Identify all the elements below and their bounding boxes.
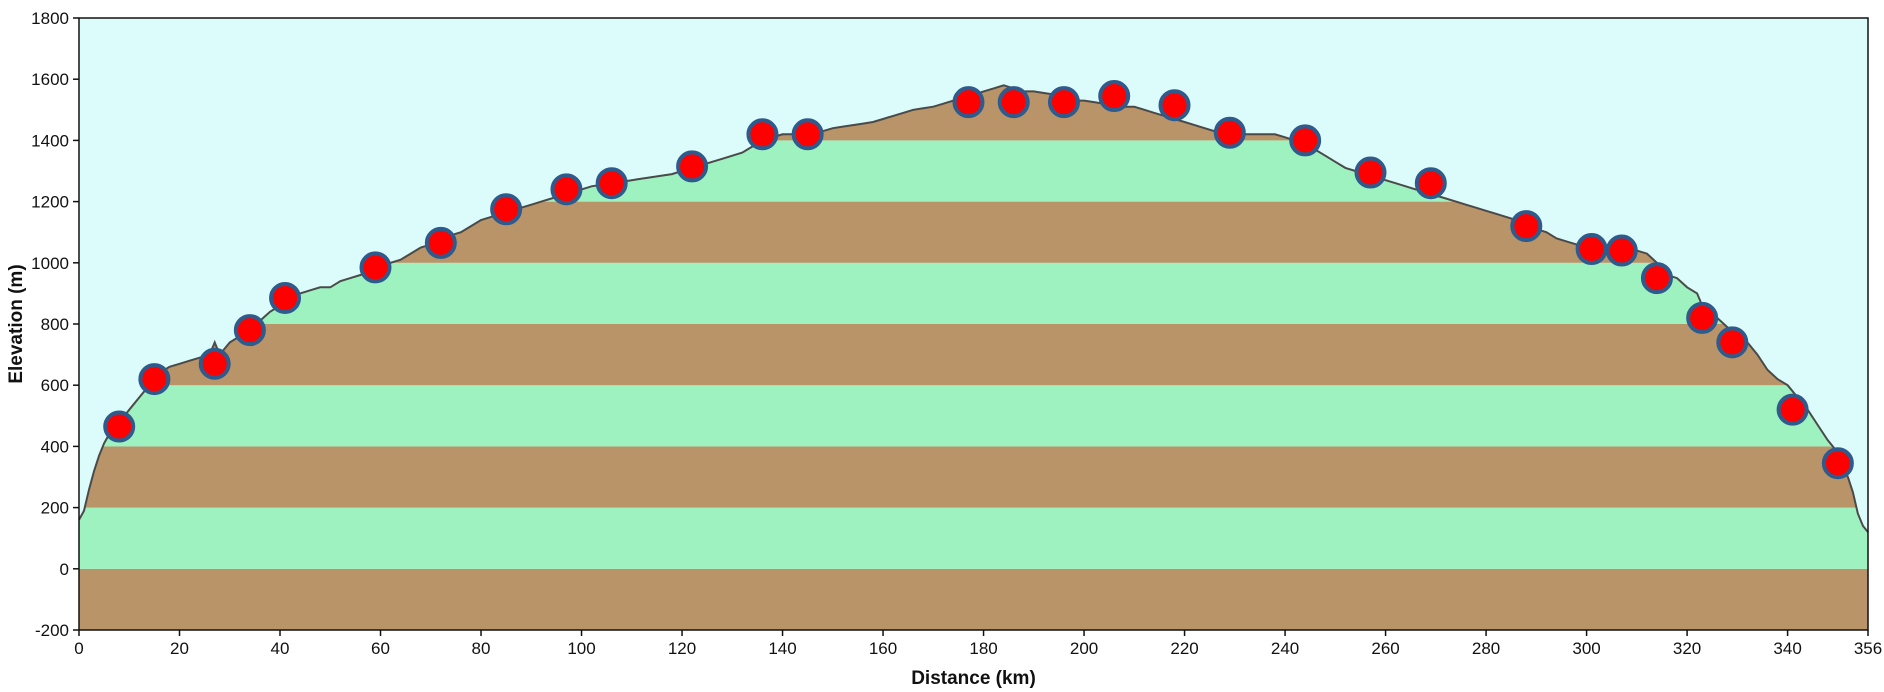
waypoint-marker	[1776, 393, 1809, 426]
waypoint-marker	[103, 410, 136, 443]
waypoint-marker	[1686, 301, 1719, 334]
waypoint-marker	[138, 363, 171, 396]
y-tick-label: 1800	[31, 9, 69, 28]
y-tick-label: 1400	[31, 131, 69, 150]
y-axis: -200 0 200 400 600 800 1000 1200 1400 1600 1800	[31, 9, 79, 640]
waypoint-marker	[1821, 447, 1854, 480]
waypoint-markers	[103, 80, 1854, 480]
x-tick-label: 100	[567, 639, 595, 658]
y-tick-label: 1200	[31, 193, 69, 212]
waypoint-marker	[1158, 89, 1191, 122]
waypoint-marker	[1510, 210, 1543, 243]
waypoint-marker	[1213, 116, 1246, 149]
waypoint-marker	[1354, 156, 1387, 189]
waypoint-marker	[1575, 233, 1608, 266]
elevation-band	[79, 446, 1868, 508]
x-axis: 0 20 40 60 80 100 120 140 160 180 200 220 240 260 280 3…	[74, 630, 1882, 658]
elevation-band	[79, 385, 1868, 447]
waypoint-marker	[550, 173, 583, 206]
waypoint-marker	[595, 167, 628, 200]
waypoint-marker	[952, 86, 985, 119]
y-tick-label: -200	[35, 621, 69, 640]
x-tick-label: 60	[371, 639, 390, 658]
y-tick-label: 800	[41, 315, 69, 334]
waypoint-marker	[1640, 262, 1673, 295]
x-tick-label: 200	[1070, 639, 1098, 658]
x-tick-label: 340	[1773, 639, 1801, 658]
y-axis-title: Elevation (m)	[6, 264, 27, 383]
waypoint-marker	[490, 193, 523, 226]
waypoint-marker	[1289, 124, 1322, 157]
elevation-band	[79, 324, 1868, 386]
waypoint-marker	[198, 347, 231, 380]
y-tick-label: 0	[60, 560, 69, 579]
waypoint-marker	[1047, 86, 1080, 119]
x-tick-label: 40	[271, 639, 290, 658]
x-tick-label: 0	[74, 639, 83, 658]
y-tick-label: 1600	[31, 70, 69, 89]
x-tick-label: 80	[472, 639, 491, 658]
y-tick-label: 200	[41, 499, 69, 518]
waypoint-marker	[1098, 80, 1131, 113]
waypoint-marker	[269, 281, 302, 314]
waypoint-marker	[1716, 326, 1749, 359]
x-tick-label: 180	[969, 639, 997, 658]
waypoint-marker	[424, 226, 457, 259]
x-axis-title: Distance (km)	[911, 668, 1036, 689]
x-tick-label: 280	[1472, 639, 1500, 658]
x-tick-label: 320	[1673, 639, 1701, 658]
y-tick-label: 1000	[31, 254, 69, 273]
x-tick-label: 260	[1371, 639, 1399, 658]
x-tick-label: 140	[768, 639, 796, 658]
waypoint-marker	[233, 314, 266, 347]
y-tick-label: 400	[41, 437, 69, 456]
waypoint-marker	[1605, 234, 1638, 267]
y-tick-label: 600	[41, 376, 69, 395]
x-tick-label: 160	[869, 639, 897, 658]
x-tick-label: 240	[1271, 639, 1299, 658]
x-tick-label: 20	[170, 639, 189, 658]
x-tick-label: 356	[1854, 639, 1882, 658]
waypoint-marker	[746, 118, 779, 151]
waypoint-marker	[997, 86, 1030, 119]
x-tick-label: 220	[1170, 639, 1198, 658]
waypoint-marker	[676, 150, 709, 183]
waypoint-marker	[359, 251, 392, 284]
waypoint-marker	[791, 118, 824, 151]
x-tick-label: 300	[1572, 639, 1600, 658]
elevation-band	[79, 568, 1868, 630]
waypoint-marker	[1414, 167, 1447, 200]
elevation-band	[79, 507, 1868, 569]
x-tick-label: 120	[668, 639, 696, 658]
